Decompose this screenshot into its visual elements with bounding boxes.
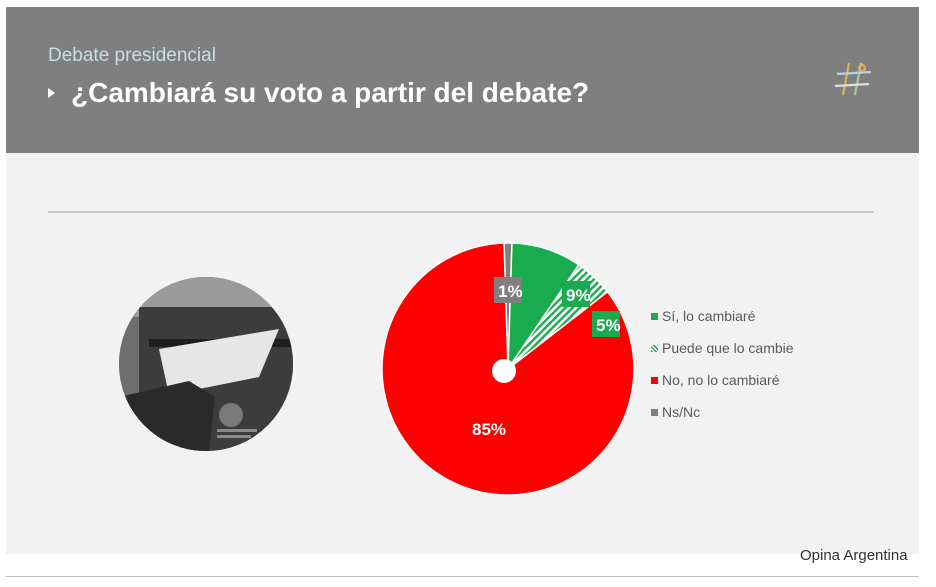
divider-line xyxy=(48,211,874,213)
slide-title: ¿Cambiará su voto a partir del debate? xyxy=(71,77,590,108)
data-label: 1% xyxy=(498,282,523,301)
legend-label: Sí, lo cambiaré xyxy=(662,308,756,324)
legend-label: Ns/Nc xyxy=(662,404,701,420)
bottom-divider xyxy=(6,576,919,577)
data-label: 85% xyxy=(472,420,506,439)
pie-chart: 9% 5% 85% 1% xyxy=(381,242,635,496)
triangle-bullet-icon xyxy=(48,88,55,98)
legend-swatch xyxy=(651,344,658,352)
data-label: 9% xyxy=(566,286,591,305)
ballot-box-photo xyxy=(119,277,293,451)
legend-swatch xyxy=(651,408,658,416)
source-credit: Opina Argentina xyxy=(800,547,908,564)
title-row: ¿Cambiará su voto a partir del debate? xyxy=(48,77,589,109)
slide-subtitle: Debate presidencial xyxy=(48,45,216,66)
pie-center-hole xyxy=(492,359,516,383)
legend-swatch xyxy=(651,312,658,320)
chart-legend: Sí, lo cambiaré Puede que lo cambie No, no… xyxy=(651,300,794,428)
legend-label: No, no lo cambiaré xyxy=(662,372,780,388)
legend-item: No, no lo cambiaré xyxy=(651,364,794,396)
legend-label: Puede que lo cambie xyxy=(662,340,794,356)
data-label: 5% xyxy=(596,316,621,335)
legend-item: Sí, lo cambiaré xyxy=(651,300,794,332)
data-label-box xyxy=(592,311,620,337)
slide: Debate presidencial ¿Cambiará su voto a … xyxy=(6,7,919,564)
legend-item: Ns/Nc xyxy=(651,396,794,428)
legend-swatch xyxy=(651,376,658,384)
hashtag-logo-icon xyxy=(834,62,872,96)
data-label-box xyxy=(562,281,590,307)
slide-header: Debate presidencial ¿Cambiará su voto a … xyxy=(6,7,919,153)
legend-item: Puede que lo cambie xyxy=(651,332,794,364)
data-label-box xyxy=(494,277,522,303)
